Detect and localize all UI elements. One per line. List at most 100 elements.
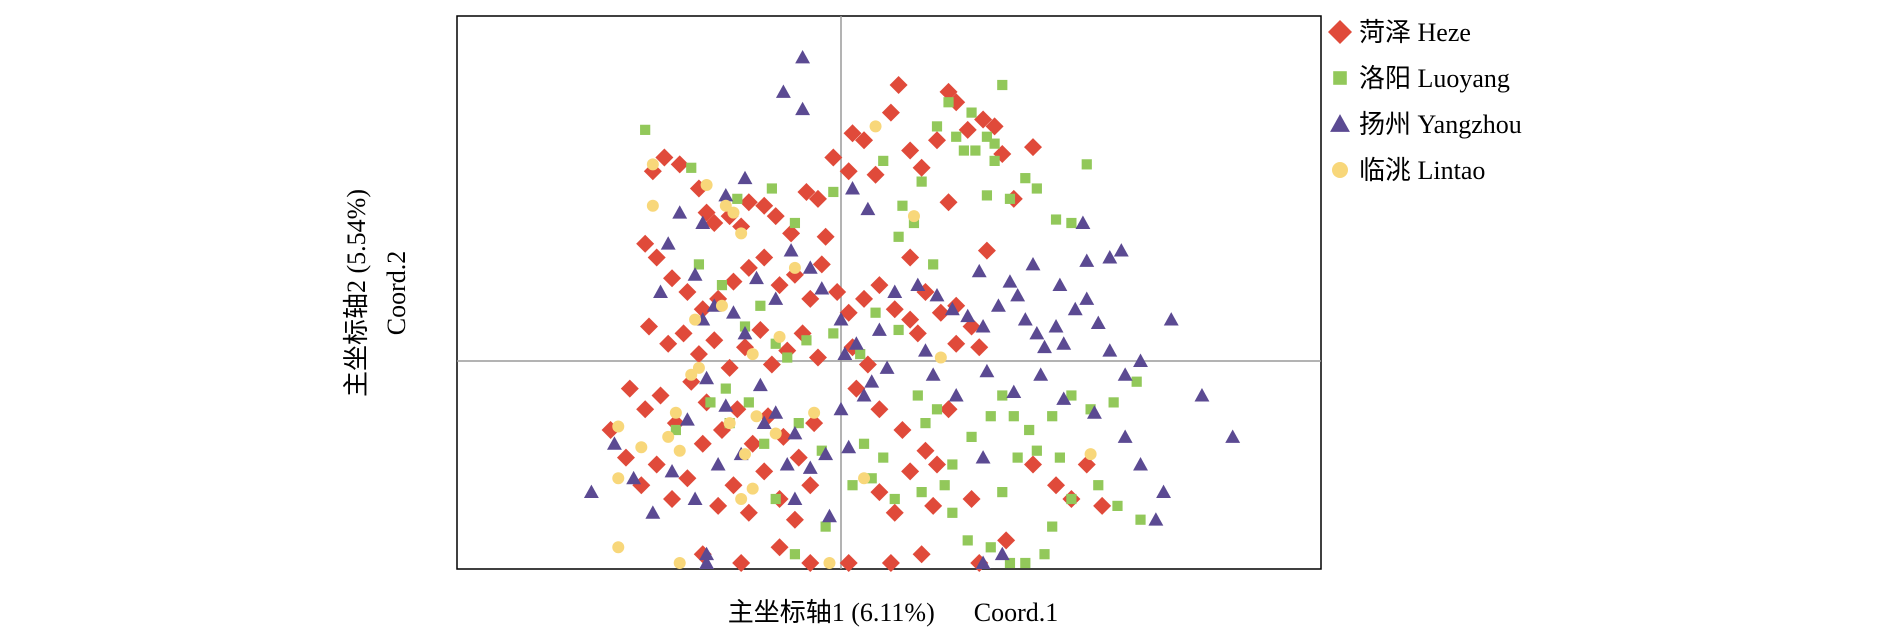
data-point-3-31 [907, 210, 920, 223]
data-point-0-99 [724, 476, 743, 495]
data-point-2-4 [860, 201, 876, 216]
data-point-2-66 [975, 555, 991, 569]
data-point-2-45 [1113, 243, 1129, 257]
data-point-2-62 [1194, 388, 1210, 402]
legend: 菏泽 Heze 洛阳 Luoyang 扬州 Yangzhou 临洮 Lintao [1328, 18, 1522, 185]
data-point-2-2 [795, 101, 811, 116]
data-point-0-51 [901, 310, 920, 329]
data-point-1-55 [1008, 411, 1019, 422]
data-point-0-18 [855, 131, 874, 150]
data-point-1-5 [828, 186, 839, 198]
data-point-1-2 [732, 193, 743, 204]
data-point-1-51 [947, 459, 958, 470]
data-point-2-80 [818, 446, 834, 461]
data-point-0-96 [678, 469, 697, 488]
data-point-0-24 [928, 131, 946, 150]
data-point-0-61 [720, 358, 739, 377]
data-point-0-120 [881, 554, 900, 572]
data-point-0-58 [674, 324, 693, 343]
data-point-1-68 [1112, 500, 1123, 511]
data-point-1-16 [989, 138, 1000, 149]
data-point-2-82 [841, 439, 857, 454]
data-point-2-48 [1002, 274, 1018, 288]
data-point-2-18 [814, 281, 830, 295]
data-point-2-55 [1033, 367, 1049, 381]
data-point-1-41 [705, 397, 716, 408]
data-point-2-3 [845, 181, 860, 195]
data-point-2-0 [795, 49, 811, 64]
data-point-0-92 [616, 448, 635, 467]
data-point-0-17 [843, 124, 862, 143]
data-point-1-82 [770, 493, 781, 505]
data-point-1-86 [847, 480, 858, 491]
data-point-2-54 [1006, 384, 1022, 399]
data-point-0-111 [1047, 476, 1066, 495]
data-point-0-56 [640, 317, 658, 336]
data-point-0-45 [812, 255, 831, 274]
data-point-0-60 [705, 331, 724, 350]
data-point-1-75 [962, 535, 973, 546]
data-point-3-0 [646, 158, 659, 171]
series-3 [612, 120, 1097, 569]
data-point-1-18 [989, 155, 1000, 166]
data-point-2-79 [802, 460, 818, 474]
data-point-1-44 [759, 438, 770, 449]
data-point-2-85 [756, 415, 772, 430]
data-point-2-52 [948, 388, 964, 402]
data-point-1-22 [1031, 183, 1042, 194]
data-point-2-69 [626, 470, 642, 485]
data-point-1-28 [928, 259, 939, 270]
data-point-3-19 [723, 417, 736, 430]
data-point-0-8 [739, 193, 758, 212]
legend-marker-1 [1333, 71, 1347, 85]
data-point-0-100 [739, 503, 758, 522]
data-point-3-2 [700, 179, 713, 192]
data-point-0-32 [1024, 138, 1042, 157]
data-point-0-1 [655, 148, 674, 167]
data-point-3-11 [685, 368, 698, 381]
data-point-2-74 [718, 398, 734, 412]
data-point-0-59 [689, 345, 708, 364]
data-point-1-48 [858, 438, 870, 449]
data-point-1-36 [801, 335, 812, 346]
data-point-1-19 [981, 190, 993, 201]
data-point-0-98 [709, 496, 728, 515]
data-point-0-89 [916, 441, 935, 460]
data-point-0-116 [732, 554, 751, 572]
data-point-0-35 [663, 269, 682, 288]
data-point-2-64 [975, 450, 991, 464]
data-point-2-32 [1037, 339, 1052, 354]
data-point-2-21 [871, 322, 887, 336]
data-point-3-15 [612, 420, 625, 433]
data-point-0-84 [789, 448, 808, 467]
data-point-2-72 [679, 412, 695, 426]
data-point-0-73 [620, 379, 639, 398]
data-point-2-5 [737, 170, 753, 185]
data-point-3-21 [739, 448, 751, 461]
data-point-1-70 [1047, 521, 1058, 532]
data-point-0-27 [958, 120, 977, 139]
data-point-1-58 [1066, 390, 1077, 401]
data-point-0-108 [924, 496, 943, 515]
data-point-0-34 [647, 248, 666, 267]
data-point-2-29 [1010, 288, 1026, 302]
data-point-1-23 [1050, 214, 1062, 225]
data-point-1-37 [828, 328, 839, 339]
data-point-1-83 [789, 549, 801, 560]
data-point-2-68 [607, 436, 622, 450]
data-point-1-47 [720, 383, 731, 394]
data-point-0-101 [755, 462, 774, 481]
data-point-2-67 [583, 484, 599, 499]
data-point-0-13 [808, 189, 827, 208]
data-point-0-15 [824, 148, 843, 167]
data-point-0-74 [636, 400, 655, 419]
data-point-1-72 [1020, 557, 1031, 569]
data-point-0-105 [870, 483, 889, 502]
data-point-2-25 [944, 301, 960, 316]
data-point-0-10 [766, 207, 785, 226]
data-point-2-70 [645, 505, 661, 519]
data-point-1-1 [686, 162, 697, 173]
data-point-1-80 [912, 390, 923, 401]
data-point-2-76 [752, 377, 768, 392]
data-point-0-67 [808, 348, 827, 367]
